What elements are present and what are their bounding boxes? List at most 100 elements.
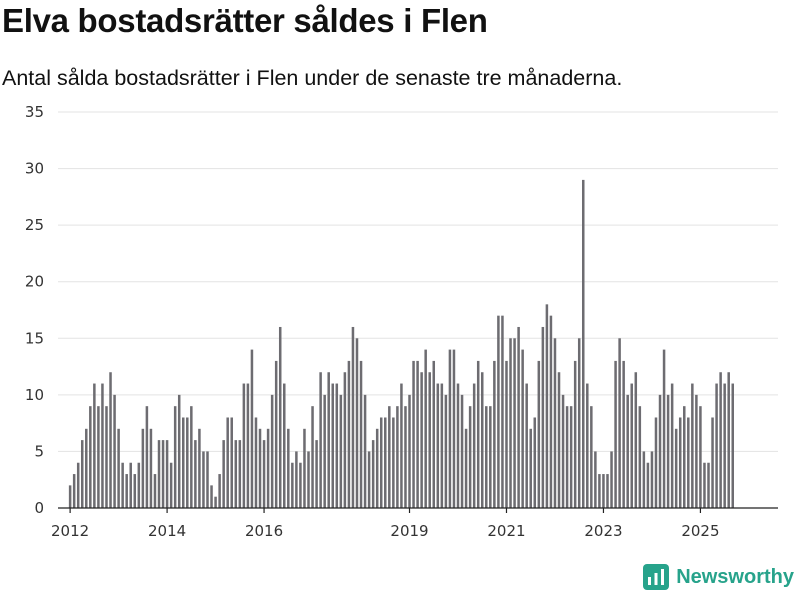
bar <box>598 474 601 508</box>
bar <box>509 338 512 508</box>
bar <box>573 360 577 508</box>
bar <box>367 451 371 508</box>
bar <box>125 474 128 508</box>
bar <box>145 406 149 508</box>
bar <box>206 451 209 508</box>
bar <box>392 417 395 508</box>
bar <box>291 462 294 508</box>
bar <box>129 462 132 508</box>
bar <box>388 406 391 508</box>
bar <box>472 383 476 508</box>
bar <box>343 372 347 508</box>
bar <box>137 462 141 508</box>
bar <box>307 451 310 508</box>
bar <box>634 372 638 508</box>
newsworthy-logo-icon <box>643 564 670 590</box>
bar <box>480 372 484 508</box>
y-tick-label: 25 <box>25 216 44 234</box>
bar <box>666 394 670 508</box>
bar <box>141 428 145 508</box>
bar <box>731 383 734 508</box>
bar <box>85 428 88 508</box>
bar <box>569 406 573 508</box>
bar <box>602 474 605 508</box>
bar <box>105 406 108 508</box>
bar <box>468 406 472 508</box>
bar <box>222 440 225 508</box>
bar <box>311 406 314 508</box>
x-tick-label: 2021 <box>487 522 525 540</box>
bar <box>121 462 124 508</box>
bar <box>371 440 375 508</box>
bar <box>283 383 286 508</box>
bar <box>658 394 662 508</box>
x-tick-label: 2023 <box>584 522 622 540</box>
bar <box>489 406 492 508</box>
bar <box>351 326 355 508</box>
bar <box>622 360 625 508</box>
bar <box>153 474 157 508</box>
bar <box>384 417 387 508</box>
bar <box>626 394 629 508</box>
bar <box>529 428 532 508</box>
bar <box>109 372 112 508</box>
bar <box>674 428 678 508</box>
bar <box>335 383 339 508</box>
bar <box>537 360 541 508</box>
bar <box>424 349 427 508</box>
bar <box>707 462 710 508</box>
bar <box>331 383 334 508</box>
bar <box>186 417 189 508</box>
bar <box>97 406 100 508</box>
bar <box>565 406 569 508</box>
y-tick-label: 10 <box>25 386 44 404</box>
bar <box>238 440 242 508</box>
y-tick-label: 20 <box>25 273 44 291</box>
bar <box>723 383 726 508</box>
bar <box>359 360 363 508</box>
bar <box>699 406 702 508</box>
x-tick-label: 2025 <box>681 522 719 540</box>
bar <box>440 383 444 508</box>
bar <box>662 349 666 508</box>
bar <box>683 406 686 508</box>
bar <box>327 372 330 508</box>
bar <box>525 383 528 508</box>
bar <box>157 440 161 508</box>
bar <box>533 417 537 508</box>
bar <box>420 372 423 508</box>
y-tick-label: 35 <box>25 103 44 121</box>
bar <box>80 440 84 508</box>
bar <box>161 440 165 508</box>
bar <box>521 349 524 508</box>
bar <box>113 394 116 508</box>
bar <box>266 428 270 508</box>
bar <box>363 394 367 508</box>
bar <box>190 406 193 508</box>
bar <box>464 428 468 508</box>
bar <box>642 451 646 508</box>
bar <box>460 394 464 508</box>
bar <box>400 383 403 508</box>
bar <box>428 372 431 508</box>
bar <box>618 338 621 508</box>
x-tick-label: 2016 <box>245 522 283 540</box>
y-tick-label: 30 <box>25 160 44 178</box>
bar <box>319 372 322 508</box>
bar <box>594 451 597 508</box>
bar <box>182 417 185 508</box>
bar <box>614 360 617 508</box>
bar <box>303 428 306 508</box>
bar <box>72 474 76 508</box>
bar <box>262 440 266 508</box>
bar <box>549 315 553 508</box>
bar <box>117 428 120 508</box>
data-label: 11 <box>727 0 746 4</box>
bar <box>678 417 682 508</box>
bar <box>226 417 229 508</box>
x-tick-label: 2014 <box>148 522 186 540</box>
bar <box>165 440 169 508</box>
bar <box>687 417 690 508</box>
bar <box>194 440 197 508</box>
bar <box>198 428 201 508</box>
